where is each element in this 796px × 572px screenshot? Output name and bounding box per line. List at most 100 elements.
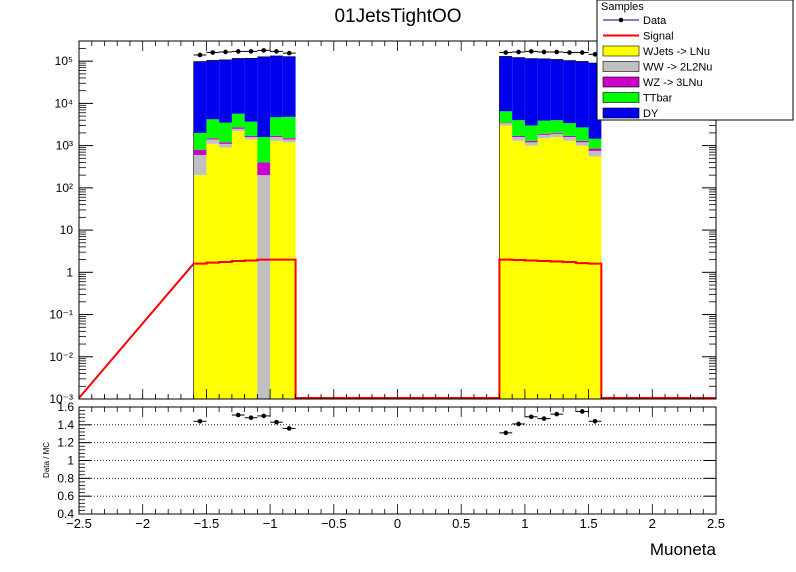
legend-entry: Signal <box>643 31 674 43</box>
y-tick-label: 10³ <box>56 139 73 153</box>
bar-segment <box>550 133 564 137</box>
series-wjets-lnu <box>193 125 602 400</box>
bar-segment <box>588 156 602 399</box>
bar-segment <box>512 140 525 399</box>
bar-segment <box>257 56 271 137</box>
ratio-point <box>235 412 241 418</box>
data-point <box>248 49 254 54</box>
ratio-point <box>541 416 547 421</box>
legend-swatch-ww-2l2nu <box>602 61 640 72</box>
ratio-y-tick-label: 0.6 <box>57 489 74 503</box>
bar-segment <box>575 145 589 399</box>
bar-segment <box>219 122 232 143</box>
bar-segment <box>575 140 589 143</box>
ratio-pad: 0.4 0.6 0.8 1 1.2 1.4 1.6 −2.5 −2 −1.5 −1 −0.5 0 0.5 1… <box>57 400 725 531</box>
bar-segment <box>563 136 576 141</box>
y-tick-label: 10⁴ <box>54 96 73 110</box>
data-point <box>567 50 572 55</box>
ratio-point <box>248 415 254 421</box>
bar-segment <box>193 154 207 176</box>
bar-segment <box>282 142 296 399</box>
bar-segment <box>550 120 564 133</box>
bar-segment <box>206 60 220 120</box>
bar-segment <box>282 138 296 140</box>
bar-segment <box>231 113 245 128</box>
legend-swatch-dy <box>602 107 640 119</box>
bar-segment <box>524 140 538 143</box>
bar-segment <box>499 111 513 123</box>
data-points <box>193 48 602 58</box>
bar-segment <box>575 142 589 146</box>
data-point <box>516 49 521 55</box>
data-point <box>541 49 547 55</box>
x-axis-upper-ticks <box>78 41 717 399</box>
ratio-point <box>516 421 521 427</box>
bar-segment <box>206 138 220 140</box>
bar-segment <box>512 136 525 141</box>
ratio-points <box>193 409 602 436</box>
bar-segment <box>270 136 283 141</box>
y-tick-label: 10⁵ <box>55 54 73 68</box>
data-point <box>592 52 598 57</box>
series-dy <box>193 55 602 139</box>
legend-entry: Data <box>643 15 667 27</box>
bar-segment <box>499 122 513 124</box>
bar-segment <box>563 140 576 399</box>
bar-segment <box>244 58 258 122</box>
stack-top-outline <box>193 55 602 64</box>
bar-segment <box>282 116 296 139</box>
ratio-point <box>274 419 279 425</box>
bar-segment <box>550 136 564 400</box>
bar-segment <box>563 135 576 137</box>
bar-segment <box>512 135 525 137</box>
legend-swatch-ttbar <box>602 92 640 103</box>
legend-entry: WW -> 2L2Nu <box>643 62 712 74</box>
bar-segment <box>524 142 538 146</box>
bar-segment <box>499 123 513 126</box>
bar-segment <box>282 139 296 143</box>
ratio-point <box>554 411 560 417</box>
bar-segment <box>537 133 551 135</box>
data-point <box>579 50 585 55</box>
x-tick-label: −0.5 <box>321 516 347 531</box>
chart-title: 01JetsTightOO <box>334 6 461 27</box>
bar-segment <box>588 138 602 149</box>
bar-segment <box>524 58 538 126</box>
data-point <box>210 50 216 55</box>
ratio-point <box>503 430 509 436</box>
bar-segment <box>257 162 271 176</box>
x-tick-label: −2 <box>135 516 150 531</box>
signal-line <box>78 258 716 399</box>
bar-segment <box>206 139 220 144</box>
x-tick-label: 1.5 <box>580 516 598 531</box>
bar-segment <box>193 132 207 150</box>
data-point <box>528 49 534 54</box>
ratio-y-tick-label: 1.4 <box>57 418 74 432</box>
x-tick-label: 1 <box>521 516 528 531</box>
bar-segment <box>537 134 551 139</box>
bar-segment <box>244 135 258 137</box>
y-tick-label: 10⁻² <box>49 350 73 364</box>
bar-segment <box>270 140 283 399</box>
data-point <box>223 49 228 55</box>
bar-segment <box>588 148 602 151</box>
ratio-y-tick-label: 1.2 <box>57 436 74 450</box>
ratio-y-tick-label: 0.8 <box>57 471 74 485</box>
bar-segment <box>512 57 525 121</box>
y-tick-label: 10² <box>56 181 73 195</box>
bar-segment <box>537 120 551 134</box>
legend: Samples Data Signal WJets -> LNu WW -> 2L2Nu… <box>596 0 794 121</box>
ratio-point <box>197 418 203 424</box>
bar-segment <box>244 139 258 399</box>
bar-segment <box>575 127 589 141</box>
x-axis-label: Muoneta <box>650 540 717 559</box>
ratio-gridlines <box>79 424 716 497</box>
bar-segment <box>206 143 220 399</box>
x-tick-label: −1.5 <box>194 516 220 531</box>
series-ttbar <box>193 111 602 163</box>
x-tick-label: 2.5 <box>707 516 725 531</box>
x-tick-label: 2 <box>649 516 656 531</box>
data-point <box>503 50 509 55</box>
bar-segment <box>499 56 513 112</box>
bar-segment <box>231 127 245 129</box>
